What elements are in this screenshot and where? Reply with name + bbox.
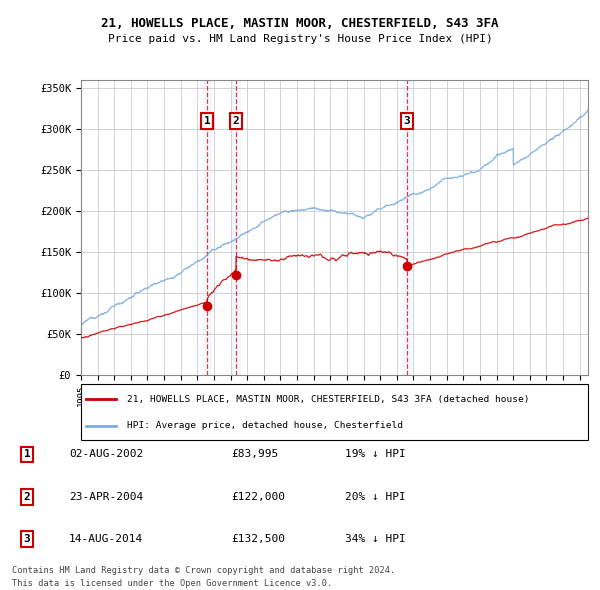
Text: £83,995: £83,995 [231, 450, 278, 459]
Text: Contains HM Land Registry data © Crown copyright and database right 2024.: Contains HM Land Registry data © Crown c… [12, 566, 395, 575]
Text: 1: 1 [203, 116, 211, 126]
Text: 2: 2 [232, 116, 239, 126]
Bar [403, 80, 411, 375]
Text: 3: 3 [23, 535, 31, 544]
Text: £122,000: £122,000 [231, 492, 285, 502]
Bar [203, 80, 211, 375]
Text: Price paid vs. HM Land Registry's House Price Index (HPI): Price paid vs. HM Land Registry's House … [107, 34, 493, 44]
Text: 21, HOWELLS PLACE, MASTIN MOOR, CHESTERFIELD, S43 3FA: 21, HOWELLS PLACE, MASTIN MOOR, CHESTERF… [101, 17, 499, 30]
Text: 21, HOWELLS PLACE, MASTIN MOOR, CHESTERFIELD, S43 3FA (detached house): 21, HOWELLS PLACE, MASTIN MOOR, CHESTERF… [127, 395, 529, 404]
Text: 3: 3 [404, 116, 410, 126]
Text: 14-AUG-2014: 14-AUG-2014 [69, 535, 143, 544]
Text: 19% ↓ HPI: 19% ↓ HPI [345, 450, 406, 459]
Text: 20% ↓ HPI: 20% ↓ HPI [345, 492, 406, 502]
Text: 02-AUG-2002: 02-AUG-2002 [69, 450, 143, 459]
Text: 1: 1 [23, 450, 31, 459]
Text: 23-APR-2004: 23-APR-2004 [69, 492, 143, 502]
Text: £132,500: £132,500 [231, 535, 285, 544]
Text: 2: 2 [23, 492, 31, 502]
FancyBboxPatch shape [81, 384, 588, 440]
Bar [232, 80, 240, 375]
Text: 34% ↓ HPI: 34% ↓ HPI [345, 535, 406, 544]
Text: This data is licensed under the Open Government Licence v3.0.: This data is licensed under the Open Gov… [12, 579, 332, 588]
Text: HPI: Average price, detached house, Chesterfield: HPI: Average price, detached house, Ches… [127, 421, 403, 430]
